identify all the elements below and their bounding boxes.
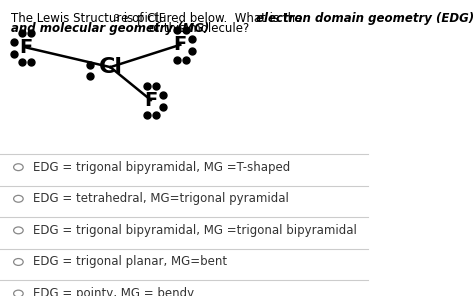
Text: F: F xyxy=(144,91,157,110)
Text: electron domain geometry (EDG): electron domain geometry (EDG) xyxy=(255,12,474,25)
Text: and molecular geometry (MG): and molecular geometry (MG) xyxy=(11,22,210,36)
Text: EDG = trigonal planar, MG=bent: EDG = trigonal planar, MG=bent xyxy=(33,255,227,268)
Text: 3: 3 xyxy=(113,14,119,23)
Text: F: F xyxy=(173,35,187,54)
Text: EDG = pointy, MG = bendy: EDG = pointy, MG = bendy xyxy=(33,287,194,296)
Text: Cl: Cl xyxy=(99,57,122,77)
Text: EDG = tetrahedral, MG=trigonal pyramidal: EDG = tetrahedral, MG=trigonal pyramidal xyxy=(33,192,289,205)
Text: is pictured below.  What is the: is pictured below. What is the xyxy=(120,12,306,25)
Text: EDG = trigonal bipyramidal, MG =trigonal bipyramidal: EDG = trigonal bipyramidal, MG =trigonal… xyxy=(33,224,357,237)
Text: F: F xyxy=(19,38,32,57)
Text: EDG = trigonal bipyramidal, MG =T-shaped: EDG = trigonal bipyramidal, MG =T-shaped xyxy=(33,161,291,174)
Text: of this molecule?: of this molecule? xyxy=(146,22,250,36)
Text: The Lewis Structure of ClF: The Lewis Structure of ClF xyxy=(11,12,165,25)
